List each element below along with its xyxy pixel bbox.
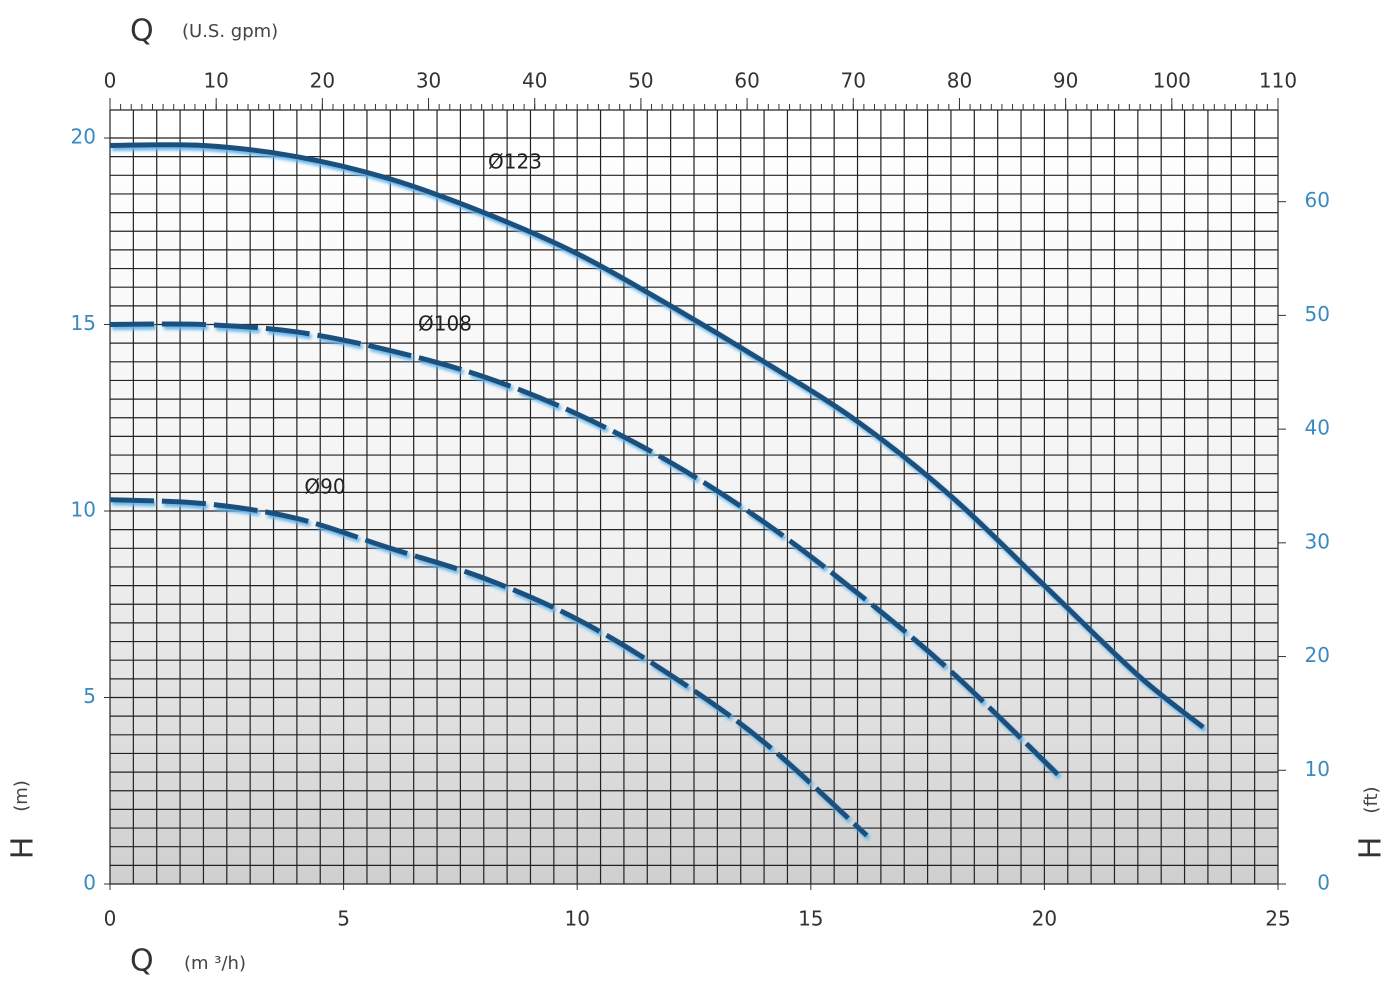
- x2-tick-label: 80: [947, 69, 972, 93]
- curve-label: Ø90: [304, 475, 345, 499]
- y-axis-symbol: H: [6, 837, 41, 860]
- pump-curve: [109, 497, 869, 838]
- pump-curve: [109, 321, 1065, 782]
- x-tick-label: 25: [1265, 907, 1290, 931]
- y-tick-label: 15: [71, 311, 96, 335]
- y2-tick-label: 10: [1305, 757, 1330, 781]
- x-tick-label: 10: [564, 907, 589, 931]
- x2-tick-label: 50: [628, 69, 653, 93]
- y2-tick-label: 30: [1305, 529, 1330, 553]
- y-tick-label: 5: [83, 684, 96, 708]
- y2-axis-unit: (ft): [1361, 786, 1382, 813]
- y2-tick-label: 20: [1305, 643, 1330, 667]
- x-tick-label: 20: [1032, 907, 1057, 931]
- y2-tick-label: 60: [1305, 188, 1330, 212]
- x-tick-label: 15: [798, 907, 823, 931]
- y2-tick-label: 50: [1305, 302, 1330, 326]
- y-tick-label: 10: [71, 498, 96, 522]
- y-tick-label: 0: [83, 871, 96, 895]
- x-tick-label: 5: [337, 907, 350, 931]
- x-axis-unit: (m ³/h): [184, 953, 246, 974]
- pump-curve: [109, 142, 1205, 730]
- x2-tick-label: 70: [841, 69, 866, 93]
- x2-tick-label: 30: [416, 69, 441, 93]
- x2-tick-label: 110: [1259, 69, 1297, 93]
- curve-label: Ø123: [488, 150, 542, 174]
- y2-tick-label: 0: [1317, 871, 1330, 895]
- x2-axis-unit: (U.S. gpm): [182, 21, 278, 42]
- x2-tick-label: 90: [1053, 69, 1078, 93]
- y2-axis-symbol: H: [1354, 837, 1389, 860]
- x-axis-symbol: Q: [130, 944, 154, 979]
- x2-tick-label: 0: [104, 69, 117, 93]
- x2-tick-label: 10: [203, 69, 228, 93]
- x2-tick-label: 100: [1153, 69, 1191, 93]
- curve-label: Ø108: [418, 312, 472, 336]
- x2-axis-symbol: Q: [130, 14, 154, 49]
- x2-tick-label: 60: [734, 69, 759, 93]
- y-axis-unit: (m): [11, 780, 32, 812]
- x-tick-label: 0: [104, 907, 117, 931]
- y2-tick-label: 40: [1305, 416, 1330, 440]
- x2-tick-label: 20: [310, 69, 335, 93]
- x2-tick-label: 40: [522, 69, 547, 93]
- y-tick-label: 20: [71, 125, 96, 149]
